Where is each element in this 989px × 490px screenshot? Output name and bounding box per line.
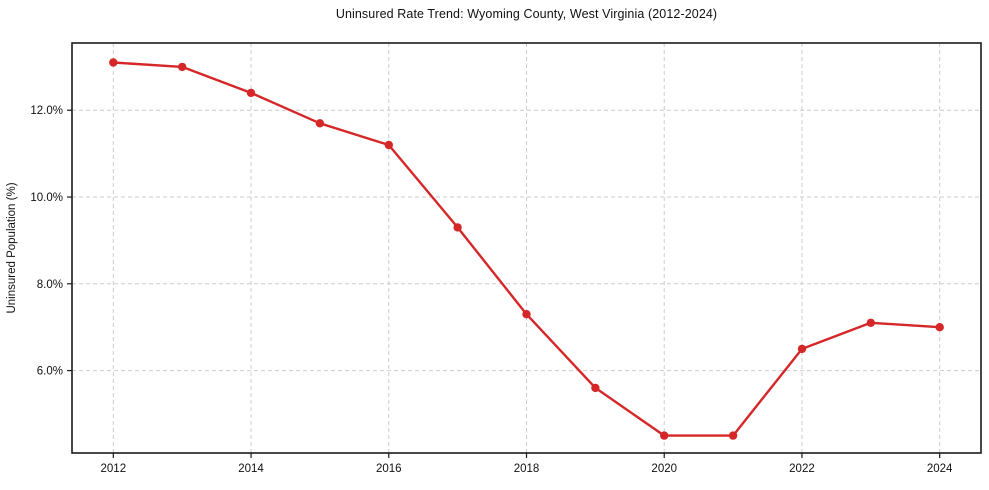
x-tick-label: 2022 (789, 463, 815, 475)
axis-ticks: 6.0% 8.0% 10.0% 12.0% 2012 2014 2016 2018 2020 20… (30, 105, 953, 475)
data-point-marker (660, 431, 669, 440)
x-tick-label: 2016 (376, 463, 402, 475)
data-point-marker (522, 310, 531, 319)
trend-line-series (109, 58, 944, 440)
chart-title: Uninsured Rate Trend: Wyoming County, We… (335, 7, 718, 21)
x-tick-label: 2014 (238, 463, 264, 475)
y-tick-label: 12.0% (30, 105, 63, 117)
y-tick-label: 8.0% (37, 279, 63, 291)
data-point-marker (728, 431, 738, 440)
data-point-marker (866, 318, 875, 327)
data-point-marker (246, 88, 256, 98)
data-point-marker (591, 383, 600, 393)
data-point-marker (797, 344, 807, 354)
data-point-marker (178, 62, 187, 72)
data-point-marker (315, 119, 325, 128)
x-tick-label: 2018 (514, 463, 540, 475)
data-point-marker (384, 140, 393, 150)
y-tick-label: 10.0% (30, 192, 63, 204)
y-axis-label: Uninsured Population (%) (6, 182, 18, 313)
x-tick-label: 2020 (651, 463, 677, 475)
data-point-marker (109, 58, 118, 67)
data-point-marker (935, 323, 944, 332)
x-tick-label: 2012 (101, 463, 127, 475)
y-tick-label: 6.0% (37, 366, 63, 378)
x-tick-label: 2024 (927, 463, 953, 475)
gridlines (72, 43, 981, 453)
data-point-marker (453, 223, 462, 232)
